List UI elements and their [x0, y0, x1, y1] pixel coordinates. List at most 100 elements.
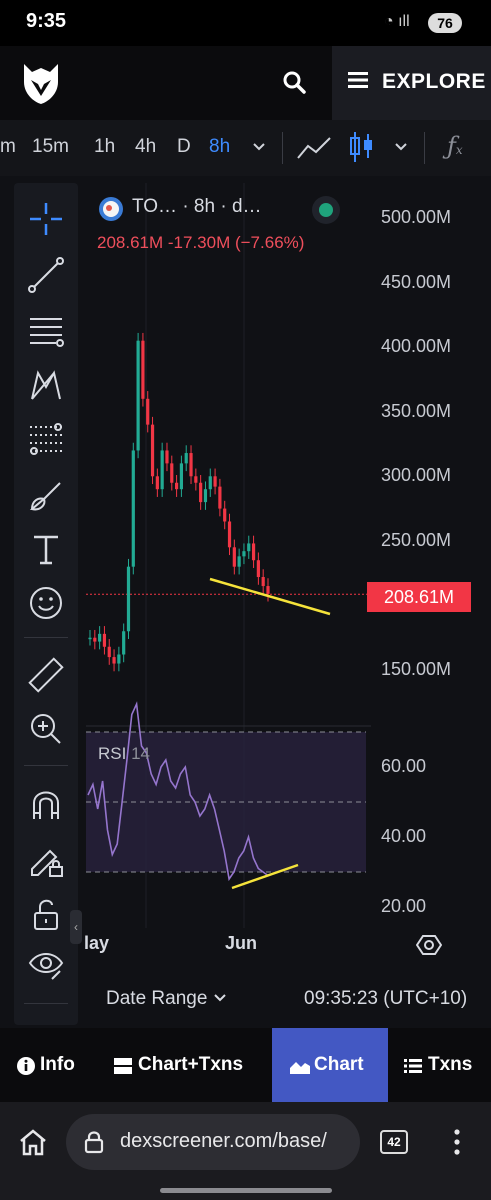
time-axis-label: lay — [84, 933, 110, 953]
candle-body — [203, 489, 208, 503]
home-icon[interactable] — [18, 1128, 48, 1156]
tab-info[interactable]: Info — [0, 1028, 96, 1102]
rsi-trendline[interactable] — [231, 863, 299, 890]
trend-line-tool[interactable] — [14, 249, 78, 297]
timeframe-8h[interactable]: 8h — [209, 136, 231, 157]
toolbar-divider — [282, 132, 283, 164]
candle-body — [88, 637, 92, 640]
timeframe-1h[interactable]: 1h — [94, 136, 116, 157]
hide-drawings-tool[interactable] — [14, 939, 78, 987]
candle-body — [184, 453, 188, 464]
tab-txns[interactable]: Txns — [388, 1028, 491, 1102]
rsi-line — [87, 701, 269, 882]
chart-type-dropdown-icon[interactable] — [394, 140, 408, 154]
candle-body — [199, 482, 203, 503]
explore-label: EXPLORE — [382, 70, 486, 93]
zoom-tool[interactable] — [14, 703, 78, 751]
candlestick-chart-type-icon[interactable] — [348, 130, 376, 164]
rsi-series — [87, 701, 269, 882]
rsi-axis-label: 60.00 — [381, 756, 427, 776]
price-axis-label: 400.00M — [381, 336, 452, 357]
candle-body — [208, 476, 212, 490]
price-axis-label: 300.00M — [381, 465, 452, 486]
trendlines[interactable] — [209, 577, 331, 890]
candle-body — [136, 340, 140, 451]
tab-chart-txns-label: Chart+Txns — [138, 1054, 244, 1075]
candle-body — [189, 453, 193, 477]
lock-icon — [84, 1131, 104, 1154]
dexscreener-logo-icon[interactable] — [18, 60, 64, 106]
pattern-tool[interactable] — [14, 359, 78, 407]
candle-body — [232, 547, 236, 567]
text-tool[interactable] — [14, 523, 78, 571]
emoji-tool[interactable] — [14, 577, 78, 625]
eye-icon — [28, 953, 64, 980]
fib-retracement-tool[interactable] — [14, 305, 78, 353]
tab-switcher-button[interactable]: 42 — [380, 1130, 408, 1154]
trend-line-icon — [28, 257, 64, 293]
rsi-band — [86, 731, 366, 873]
text-icon — [34, 535, 58, 565]
tool-divider — [24, 637, 68, 638]
timeframe-partial[interactable]: m — [0, 136, 16, 157]
timeframe-1d[interactable]: D — [177, 136, 191, 157]
rsi-axis-label: 20.00 — [381, 896, 427, 916]
toolbar-divider — [424, 132, 425, 164]
zoom-in-icon — [31, 714, 61, 744]
signal-icon: ◔ ıll — [384, 13, 410, 30]
candle-body — [179, 463, 184, 490]
smiley-icon — [30, 587, 62, 619]
address-bar[interactable]: dexscreener.com/base/ — [66, 1114, 360, 1170]
tool-divider — [24, 1003, 68, 1004]
chevron-down-icon — [213, 994, 226, 1002]
candle-body — [194, 476, 198, 483]
candle-body — [227, 521, 232, 548]
tab-chart-label: Chart — [314, 1054, 364, 1075]
collapse-toolbar-button[interactable]: ‹ — [70, 910, 82, 944]
candle-body — [131, 450, 135, 567]
candle-body — [213, 476, 217, 487]
date-range-button[interactable]: Date Range — [106, 988, 227, 1010]
candle-body — [160, 450, 164, 490]
indicators-fx-icon[interactable]: ƒx — [447, 132, 463, 160]
candle-body — [117, 654, 121, 664]
price-trendline[interactable] — [209, 577, 331, 616]
price-chart[interactable] — [86, 183, 491, 973]
timeframe-dropdown-icon[interactable] — [252, 140, 266, 154]
candle-body — [251, 543, 256, 561]
search-button[interactable] — [258, 46, 330, 120]
pencil-lock-icon — [31, 849, 63, 877]
tab-info-label: Info — [40, 1054, 75, 1075]
browser-toolbar: dexscreener.com/base/ 42 — [0, 1102, 491, 1200]
candle-body — [256, 560, 260, 578]
timeframe-15m[interactable]: 15m — [32, 136, 69, 157]
more-options-icon[interactable] — [452, 1128, 462, 1156]
current-price-tag: 208.61M — [367, 582, 471, 612]
tab-chart-txns[interactable]: Chart+Txns — [96, 1028, 272, 1102]
magnet-tool[interactable] — [14, 779, 78, 827]
area-chart-icon — [290, 1062, 310, 1074]
tab-chart[interactable]: Chart — [272, 1028, 388, 1102]
search-icon — [283, 71, 306, 94]
line-chart-type-icon[interactable] — [296, 134, 332, 162]
token-logo-icon — [99, 197, 123, 221]
chart-txns-icon — [114, 1058, 132, 1074]
prediction-tool[interactable] — [14, 413, 78, 461]
price-axis-label: 250.00M — [381, 529, 452, 550]
explore-button[interactable]: EXPLORE — [332, 46, 491, 120]
status-bar: 9:35 ◔ ıll 76 — [0, 0, 491, 46]
crosshair-tool[interactable] — [14, 193, 78, 241]
brush-tool[interactable] — [14, 469, 78, 517]
chart-clock[interactable]: 09:35:23 (UTC+10) — [304, 988, 468, 1009]
timeframe-4h[interactable]: 4h — [135, 136, 157, 157]
status-time: 9:35 — [26, 10, 67, 32]
battery-indicator: 76 — [428, 13, 462, 33]
unlock-tool[interactable] — [14, 889, 78, 937]
chart-settings-icon[interactable] — [416, 932, 442, 958]
candle-body — [266, 586, 270, 594]
brush-icon — [29, 482, 61, 511]
measure-tool[interactable] — [14, 649, 78, 697]
lock-drawings-tool[interactable] — [14, 833, 78, 881]
candle-body — [146, 398, 150, 425]
candle-body — [98, 633, 102, 642]
